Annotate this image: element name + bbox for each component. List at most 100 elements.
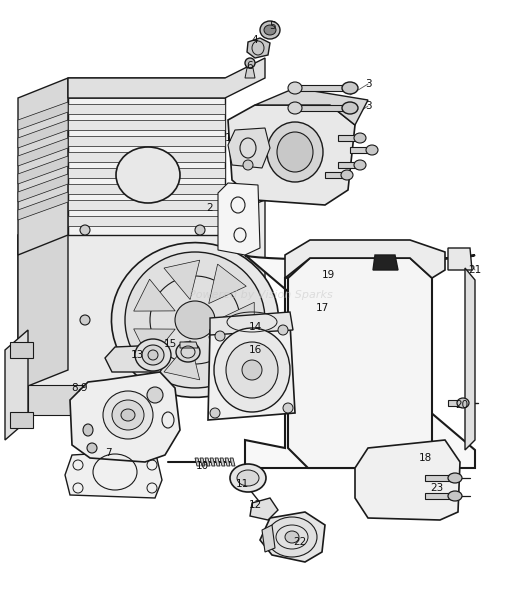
Polygon shape [68,216,225,226]
Polygon shape [68,168,225,178]
Ellipse shape [448,491,462,501]
Ellipse shape [195,315,205,325]
Polygon shape [68,104,225,114]
Text: 7: 7 [105,448,111,458]
Polygon shape [105,345,170,372]
Text: 12: 12 [248,500,262,510]
Polygon shape [245,255,475,468]
Ellipse shape [288,102,302,114]
Ellipse shape [264,25,276,35]
Text: 14: 14 [248,322,262,332]
Ellipse shape [354,133,366,143]
Ellipse shape [80,315,90,325]
Polygon shape [68,120,225,130]
Ellipse shape [142,345,164,365]
Ellipse shape [242,360,262,380]
Ellipse shape [103,391,153,439]
Polygon shape [210,458,215,466]
Polygon shape [18,102,68,130]
Ellipse shape [288,82,302,94]
Polygon shape [18,78,68,255]
Polygon shape [180,342,198,348]
Ellipse shape [80,225,90,235]
Polygon shape [209,336,246,376]
Ellipse shape [175,301,215,339]
Polygon shape [425,493,452,499]
Polygon shape [250,498,278,520]
Ellipse shape [285,531,299,543]
Text: 5: 5 [269,21,275,31]
Polygon shape [255,88,368,125]
Ellipse shape [125,252,265,388]
Text: 20: 20 [455,400,469,410]
Polygon shape [225,458,230,466]
Polygon shape [338,135,360,141]
Ellipse shape [342,102,358,114]
Text: 17: 17 [315,303,329,313]
Text: 4: 4 [252,35,258,45]
Polygon shape [10,412,33,428]
Ellipse shape [230,464,266,492]
Ellipse shape [366,145,378,155]
Polygon shape [68,136,225,146]
Ellipse shape [215,331,225,341]
Polygon shape [18,138,68,166]
Ellipse shape [210,408,220,418]
Text: 8,9: 8,9 [72,383,88,393]
Ellipse shape [116,147,180,203]
Ellipse shape [226,342,278,398]
Polygon shape [288,258,432,468]
Ellipse shape [147,387,163,403]
Ellipse shape [135,339,171,371]
Text: 11: 11 [235,479,248,489]
Polygon shape [210,312,293,335]
Ellipse shape [87,443,97,453]
Ellipse shape [214,328,290,412]
Polygon shape [18,215,68,390]
Ellipse shape [243,160,253,170]
Polygon shape [68,78,225,235]
Polygon shape [205,458,210,466]
Ellipse shape [267,517,317,557]
Ellipse shape [121,409,135,421]
Ellipse shape [457,398,469,408]
Polygon shape [228,105,355,205]
Polygon shape [245,68,255,78]
Polygon shape [68,152,225,162]
Polygon shape [134,329,175,361]
Polygon shape [338,162,360,168]
Polygon shape [164,340,200,380]
Text: 23: 23 [430,483,444,493]
Polygon shape [228,128,270,168]
Polygon shape [373,255,398,270]
Polygon shape [200,458,205,466]
Polygon shape [68,88,225,98]
Text: 21: 21 [468,265,482,275]
Polygon shape [28,385,100,415]
Text: 6: 6 [247,61,253,71]
Text: 19: 19 [322,270,335,280]
Ellipse shape [176,342,200,362]
Polygon shape [68,78,225,98]
Ellipse shape [341,170,353,180]
Polygon shape [209,264,246,304]
Text: Powered by Vision Sparks: Powered by Vision Sparks [189,290,333,300]
Polygon shape [111,242,279,397]
Polygon shape [134,279,175,311]
Polygon shape [164,260,200,300]
Polygon shape [18,200,265,390]
Polygon shape [68,58,265,98]
Ellipse shape [83,424,93,436]
Polygon shape [70,372,180,462]
Ellipse shape [237,470,259,486]
Polygon shape [18,174,68,202]
Ellipse shape [112,400,144,430]
Text: 22: 22 [293,537,306,547]
Text: 1: 1 [224,133,231,143]
Ellipse shape [354,160,366,170]
Polygon shape [247,38,270,58]
Polygon shape [68,184,225,194]
Polygon shape [220,458,225,466]
Polygon shape [465,268,475,450]
Polygon shape [18,156,68,184]
